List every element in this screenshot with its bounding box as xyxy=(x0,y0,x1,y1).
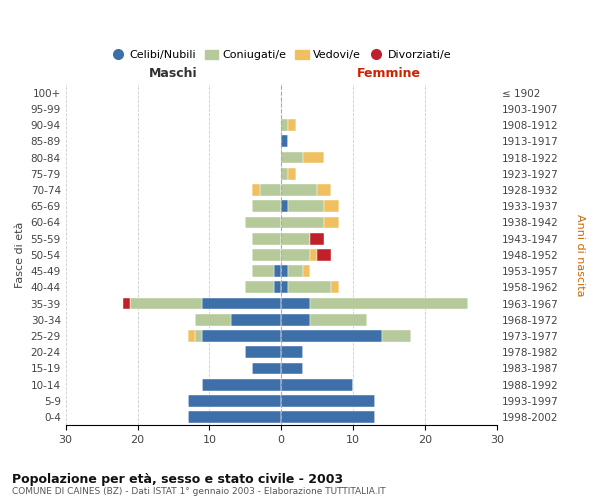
Bar xyxy=(281,200,289,212)
Bar xyxy=(325,216,338,228)
Bar xyxy=(317,184,331,196)
Bar xyxy=(310,314,367,326)
Y-axis label: Anni di nascita: Anni di nascita xyxy=(575,214,585,296)
Bar xyxy=(130,298,202,310)
Y-axis label: Fasce di età: Fasce di età xyxy=(15,222,25,288)
Bar xyxy=(317,249,331,260)
Bar xyxy=(281,119,289,131)
Bar xyxy=(202,298,281,310)
Bar xyxy=(281,249,310,260)
Bar xyxy=(281,330,382,342)
Bar xyxy=(245,346,281,358)
Bar xyxy=(281,216,325,228)
Bar xyxy=(281,168,289,179)
Bar xyxy=(281,282,289,293)
Bar xyxy=(195,330,202,342)
Bar xyxy=(325,200,338,212)
Bar xyxy=(195,314,231,326)
Bar xyxy=(281,314,310,326)
Bar xyxy=(281,136,289,147)
Bar xyxy=(253,200,281,212)
Bar xyxy=(253,266,274,277)
Bar xyxy=(289,119,296,131)
Bar xyxy=(281,346,303,358)
Bar xyxy=(289,200,325,212)
Bar xyxy=(274,266,281,277)
Bar xyxy=(253,233,281,244)
Bar xyxy=(231,314,281,326)
Bar xyxy=(281,266,289,277)
Bar xyxy=(281,298,310,310)
Bar xyxy=(253,249,281,260)
Bar xyxy=(202,379,281,390)
Bar xyxy=(289,266,303,277)
Bar xyxy=(310,298,468,310)
Bar xyxy=(281,233,310,244)
Bar xyxy=(281,184,317,196)
Bar xyxy=(331,282,338,293)
Legend: Celibi/Nubili, Coniugati/e, Vedovi/e, Divorziati/e: Celibi/Nubili, Coniugati/e, Vedovi/e, Di… xyxy=(107,46,455,65)
Bar xyxy=(281,379,353,390)
Bar xyxy=(260,184,281,196)
Bar xyxy=(382,330,410,342)
Bar xyxy=(289,282,331,293)
Bar xyxy=(281,362,303,374)
Bar xyxy=(281,152,303,164)
Text: Popolazione per età, sesso e stato civile - 2003: Popolazione per età, sesso e stato civil… xyxy=(12,472,343,486)
Bar xyxy=(123,298,130,310)
Bar xyxy=(245,216,281,228)
Bar xyxy=(310,249,317,260)
Bar xyxy=(289,168,296,179)
Bar xyxy=(202,330,281,342)
Text: Maschi: Maschi xyxy=(149,66,198,80)
Bar xyxy=(303,266,310,277)
Bar xyxy=(281,412,374,423)
Bar xyxy=(281,395,374,407)
Bar xyxy=(188,412,281,423)
Bar xyxy=(188,330,195,342)
Text: COMUNE DI CAINES (BZ) - Dati ISTAT 1° gennaio 2003 - Elaborazione TUTTITALIA.IT: COMUNE DI CAINES (BZ) - Dati ISTAT 1° ge… xyxy=(12,488,386,496)
Bar xyxy=(253,362,281,374)
Bar xyxy=(245,282,274,293)
Bar xyxy=(253,184,260,196)
Text: Femmine: Femmine xyxy=(357,66,421,80)
Bar xyxy=(274,282,281,293)
Bar xyxy=(310,233,325,244)
Bar xyxy=(303,152,325,164)
Bar xyxy=(188,395,281,407)
